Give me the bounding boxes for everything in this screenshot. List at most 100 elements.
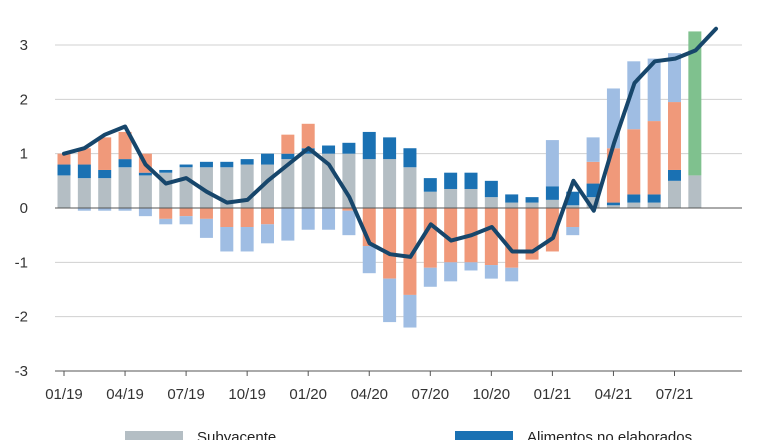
y-tick-label: 0 (20, 200, 28, 217)
bar-alimentos (138, 172, 152, 176)
bar-alimentos (98, 169, 112, 179)
bar-alimentos (606, 202, 620, 206)
y-tick-label: -1 (15, 254, 28, 271)
bar-subyacente (77, 178, 91, 208)
bar-subyacente (688, 175, 702, 208)
bar-alimentos (383, 137, 397, 160)
line-series (62, 26, 718, 259)
bar-alimentos (220, 161, 234, 168)
bars (55, 31, 742, 328)
bar-alimentos (179, 164, 193, 168)
bar-subyacente (606, 205, 620, 208)
bar-energia (423, 208, 437, 268)
bar-otros (566, 227, 580, 236)
bar-otros (199, 218, 213, 238)
bar-subyacente (647, 202, 661, 208)
bar-alimentos (403, 148, 417, 168)
bar-alimentos (647, 194, 661, 203)
y-axis: 3 2 1 0 -1 -2 -3 (15, 37, 28, 380)
x-tick-label: 01/19 (45, 386, 83, 403)
bar-otros (586, 137, 600, 162)
x-tick-label: 01/21 (534, 386, 572, 403)
bar-energia (98, 137, 112, 170)
bar-subyacente (281, 159, 295, 208)
bar-otros (383, 278, 397, 323)
bar-energia (647, 121, 661, 195)
bar-subyacente (566, 205, 580, 208)
bar-alimentos (261, 153, 274, 165)
bar-energia (57, 153, 71, 165)
bar-otros (98, 208, 112, 211)
x-tick-label: 01/20 (289, 386, 327, 403)
bar-otros (362, 246, 376, 274)
bar-subyacente (57, 175, 71, 208)
legend-label-alimentos: Alimentos no elaborados (527, 429, 692, 440)
y-tick-label: 2 (20, 91, 28, 108)
bar-otros (138, 208, 152, 217)
bar-otros (179, 216, 193, 225)
bar-subyacente (383, 159, 397, 208)
y-tick-label: -3 (15, 363, 28, 380)
legend-swatch-subyacente (125, 431, 183, 440)
bar-otros (545, 140, 559, 187)
x-tick-label: 07/20 (412, 386, 450, 403)
bar-alimentos (362, 131, 376, 160)
bar-alimentos (281, 153, 295, 160)
bar-otros (240, 227, 254, 252)
bar-energia (566, 208, 580, 228)
bar-subyacente (545, 199, 559, 208)
bar-alimentos (240, 159, 254, 165)
bar-alimentos (668, 169, 681, 181)
bar-subyacente (505, 202, 519, 208)
bar-subyacente (627, 202, 641, 208)
bar-otros (322, 208, 336, 230)
bar-subyacente (138, 175, 152, 208)
bar-energia (484, 208, 498, 266)
bar-energia (505, 208, 519, 268)
bar-alimentos (627, 194, 641, 203)
bar-energia (159, 208, 173, 219)
bar-otros (647, 58, 661, 122)
bar-alimentos (159, 169, 173, 173)
bar-energia (668, 102, 681, 170)
bar-otros (301, 208, 315, 230)
bar-energia (199, 208, 213, 219)
x-tick-label: 10/19 (228, 386, 266, 403)
bar-alimentos (545, 186, 559, 200)
bar-otros (281, 208, 295, 241)
x-tick-label: 04/19 (106, 386, 144, 403)
x-tick-label: 04/20 (350, 386, 388, 403)
bar-alimentos (444, 172, 458, 189)
bar-otros (464, 262, 478, 271)
bar-alimentos (57, 164, 71, 176)
bar-otros (77, 208, 91, 211)
bar-energia (383, 208, 397, 279)
bar-energia (261, 208, 274, 225)
bar-alimentos (199, 161, 213, 168)
y-tick-label: 3 (20, 37, 28, 54)
y-tick-label: -2 (15, 309, 28, 326)
bar-subyacente (179, 167, 193, 208)
bar-subyacente (444, 188, 458, 208)
bar-energia (281, 134, 295, 154)
line-series-path (62, 26, 718, 259)
bar-energia (301, 123, 315, 149)
bar-subyacente (220, 167, 234, 208)
bar-otros (159, 218, 173, 225)
bar-subyacente (199, 167, 213, 208)
bar-subyacente (261, 164, 274, 208)
bar-alimentos (505, 194, 519, 203)
legend-label-subyacente: Subyacente (197, 429, 276, 440)
bar-energia (342, 208, 356, 211)
bar-energia (444, 208, 458, 263)
y-tick-label: 1 (20, 146, 28, 163)
bar-energia (525, 208, 539, 260)
bar-alimentos (77, 164, 91, 179)
x-axis: 01/19 04/19 07/19 10/19 01/20 04/20 07/20 10/20… (45, 370, 742, 403)
bar-otros (261, 224, 274, 244)
bar-subyacente (484, 197, 498, 208)
bar-subyacente (464, 188, 478, 208)
bar-otros (342, 210, 356, 236)
bar-subyacente (403, 167, 417, 208)
x-tick-label: 07/21 (656, 386, 694, 403)
